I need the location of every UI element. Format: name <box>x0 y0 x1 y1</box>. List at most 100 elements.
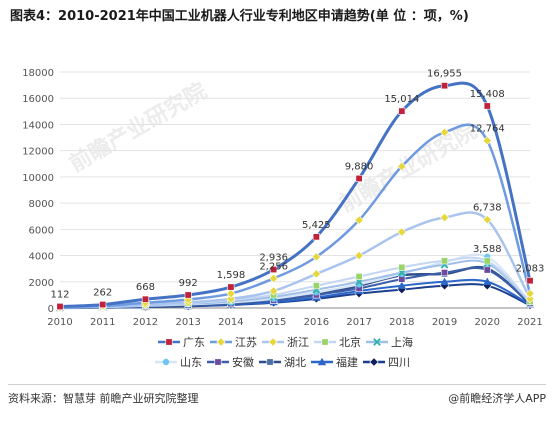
x-tick-label: 2014 <box>218 317 243 328</box>
y-tick-label: 18000 <box>22 68 54 79</box>
data-point <box>355 174 363 182</box>
source-note: 资料来源：智慧芽 前瞻产业研究院整理 <box>8 392 199 405</box>
data-point <box>354 215 364 225</box>
x-tick-label: 2017 <box>346 317 371 328</box>
data-point <box>398 263 406 271</box>
x-tick-label: 2019 <box>432 317 457 328</box>
data-point <box>482 136 492 146</box>
data-point <box>398 107 406 115</box>
data-point <box>312 282 320 290</box>
data-label: 2,256 <box>259 261 288 272</box>
x-tick-label: 2013 <box>175 317 200 328</box>
legend-label: 北京 <box>339 335 361 349</box>
legend-label: 山东 <box>180 356 202 369</box>
data-label: 3,588 <box>473 244 502 255</box>
data-point <box>441 82 449 90</box>
data-label: 1,598 <box>217 270 246 281</box>
data-point <box>441 257 449 265</box>
x-tick-label: 2018 <box>389 317 414 328</box>
data-label: 16,955 <box>427 69 462 80</box>
x-tick-label: 2021 <box>517 317 542 328</box>
y-tick-label: 12000 <box>22 147 54 158</box>
data-point <box>269 286 279 296</box>
series-line <box>58 81 532 309</box>
data-point <box>99 301 107 309</box>
data-point <box>355 273 363 281</box>
x-tick-label: 2015 <box>261 317 286 328</box>
data-point <box>525 288 535 299</box>
data-point <box>397 281 407 289</box>
legend-label: 上海 <box>391 335 413 349</box>
data-point <box>397 227 407 237</box>
legend-label: 安徽 <box>232 355 254 369</box>
legend-label: 浙江 <box>287 336 309 349</box>
y-tick-label: 14000 <box>22 120 54 131</box>
data-point <box>268 337 278 347</box>
x-tick-label: 2010 <box>47 317 72 328</box>
data-point <box>440 277 449 285</box>
data-point <box>317 357 327 366</box>
data-point <box>266 358 274 366</box>
data-label: 15,014 <box>384 94 419 105</box>
data-point <box>483 277 492 285</box>
chart-title: 图表4：2010-2021年中国工业机器人行业专利地区申请趋势(单 位 ：项，%… <box>10 9 469 24</box>
data-point <box>184 291 192 299</box>
legend-label: 四川 <box>388 356 410 369</box>
data-point <box>321 338 329 346</box>
data-point <box>226 288 236 299</box>
data-label: 262 <box>93 288 112 299</box>
data-point <box>441 269 449 277</box>
data-label: 112 <box>50 290 69 301</box>
data-label: 2,083 <box>516 264 545 275</box>
data-label: 9,880 <box>345 161 374 172</box>
y-tick-label: 8000 <box>29 199 54 210</box>
footer-divider <box>8 384 546 385</box>
data-point <box>482 215 492 225</box>
legend-label: 福建 <box>336 355 358 369</box>
data-label: 992 <box>179 278 198 289</box>
data-point <box>354 250 364 261</box>
data-point <box>141 295 149 303</box>
data-point <box>216 337 226 347</box>
legend-label: 江苏 <box>235 336 257 349</box>
legend-label: 湖北 <box>284 356 306 369</box>
data-point <box>526 277 534 285</box>
data-label: 6,738 <box>473 203 502 214</box>
data-label: 5,425 <box>302 220 331 231</box>
data-label: 668 <box>136 282 155 293</box>
x-tick-label: 2011 <box>90 317 115 328</box>
y-tick-label: 4000 <box>29 252 54 263</box>
data-point <box>214 358 222 366</box>
y-tick-label: 2000 <box>29 278 54 289</box>
y-tick-label: 0 <box>48 304 54 315</box>
line-chart: 0 2000 4000 6000 8000 10000 12000 14000 16000 180… <box>22 68 545 369</box>
data-point <box>483 102 491 110</box>
data-label: 2,936 <box>259 253 288 264</box>
data-point <box>312 233 320 241</box>
data-label: 15,408 <box>470 89 505 100</box>
data-point <box>56 303 64 311</box>
data-point <box>311 252 321 262</box>
data-point <box>483 266 491 274</box>
data-point <box>162 358 170 366</box>
data-label: 12,764 <box>470 124 505 135</box>
data-point <box>373 338 381 346</box>
data-point <box>439 212 450 223</box>
data-point <box>439 127 450 137</box>
data-point <box>397 161 407 172</box>
data-point <box>270 266 278 274</box>
footer: 资料来源：智慧芽 前瞻产业研究院整理 @前瞻经济学人APP <box>0 384 554 412</box>
legend-label: 广东 <box>183 336 205 349</box>
y-tick-label: 10000 <box>22 173 54 184</box>
data-point <box>369 357 379 367</box>
y-tick-label: 16000 <box>22 94 54 105</box>
y-tick-label: 6000 <box>29 225 54 236</box>
data-point <box>311 269 321 279</box>
data-point <box>165 338 173 346</box>
data-point <box>269 273 279 284</box>
x-tick-label: 2016 <box>304 317 329 328</box>
brand-label: @前瞻经济学人APP <box>448 392 546 405</box>
x-tick-label: 2020 <box>475 317 500 328</box>
x-tick-label: 2012 <box>133 317 158 328</box>
data-point <box>227 283 235 291</box>
